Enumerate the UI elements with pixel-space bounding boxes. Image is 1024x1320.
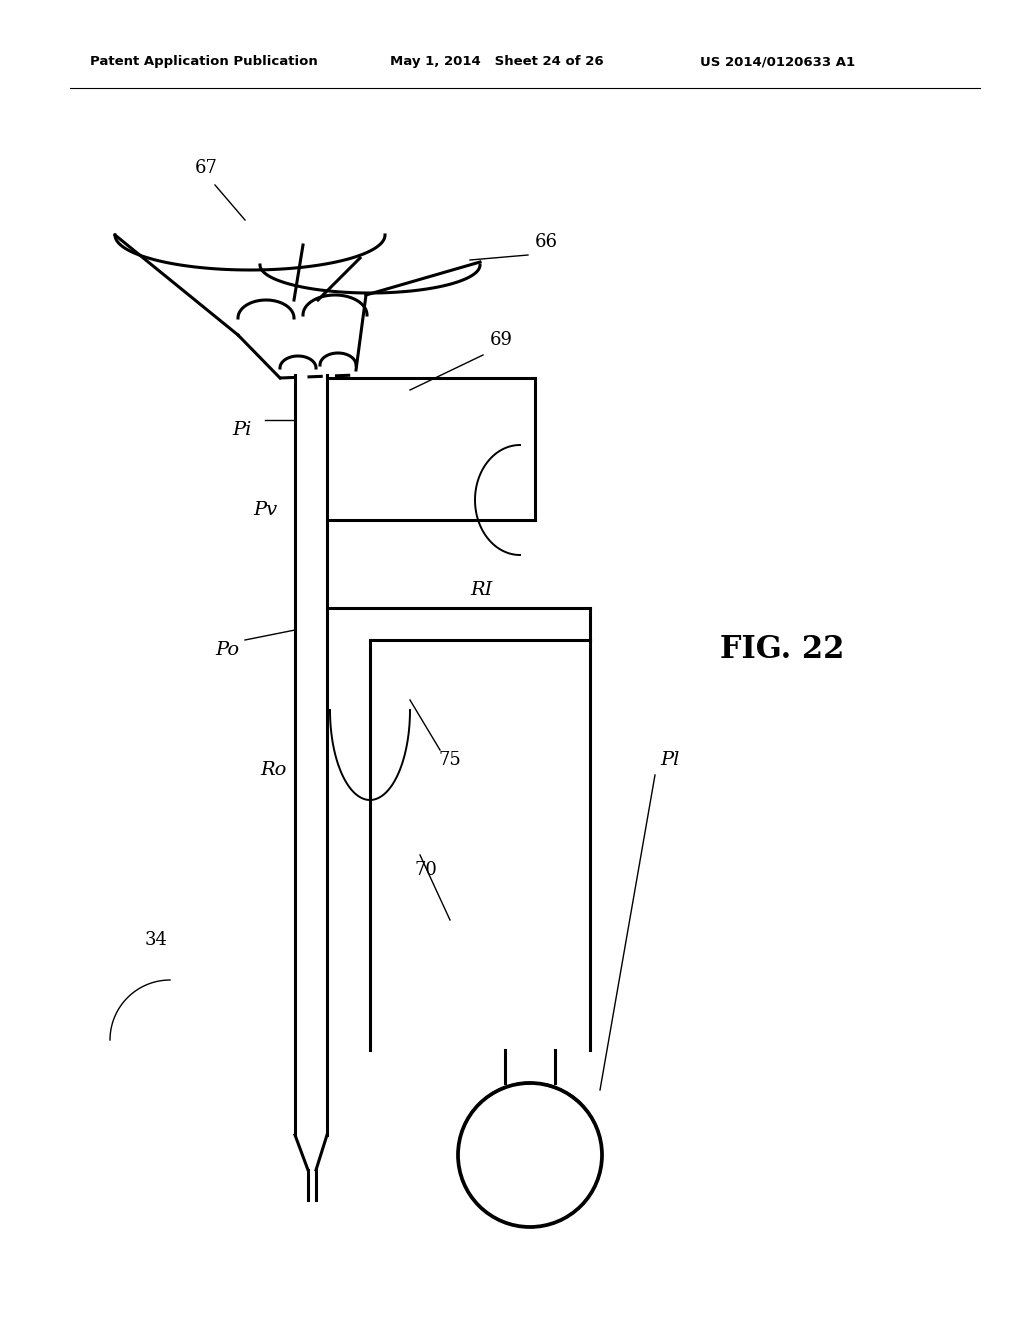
Text: 69: 69	[490, 331, 513, 348]
Text: 34: 34	[145, 931, 168, 949]
Text: 66: 66	[535, 234, 558, 251]
Text: Pl: Pl	[660, 751, 679, 770]
Text: RI: RI	[470, 581, 493, 599]
Text: Ro: Ro	[260, 762, 287, 779]
Text: 75: 75	[438, 751, 461, 770]
Text: FIG. 22: FIG. 22	[720, 635, 845, 665]
Text: Pv: Pv	[253, 502, 278, 519]
Text: 70: 70	[415, 861, 438, 879]
Text: US 2014/0120633 A1: US 2014/0120633 A1	[700, 55, 855, 69]
Text: Po: Po	[215, 642, 240, 659]
Text: May 1, 2014   Sheet 24 of 26: May 1, 2014 Sheet 24 of 26	[390, 55, 603, 69]
Text: Pi: Pi	[232, 421, 251, 440]
Text: Patent Application Publication: Patent Application Publication	[90, 55, 317, 69]
Text: 67: 67	[195, 158, 218, 177]
